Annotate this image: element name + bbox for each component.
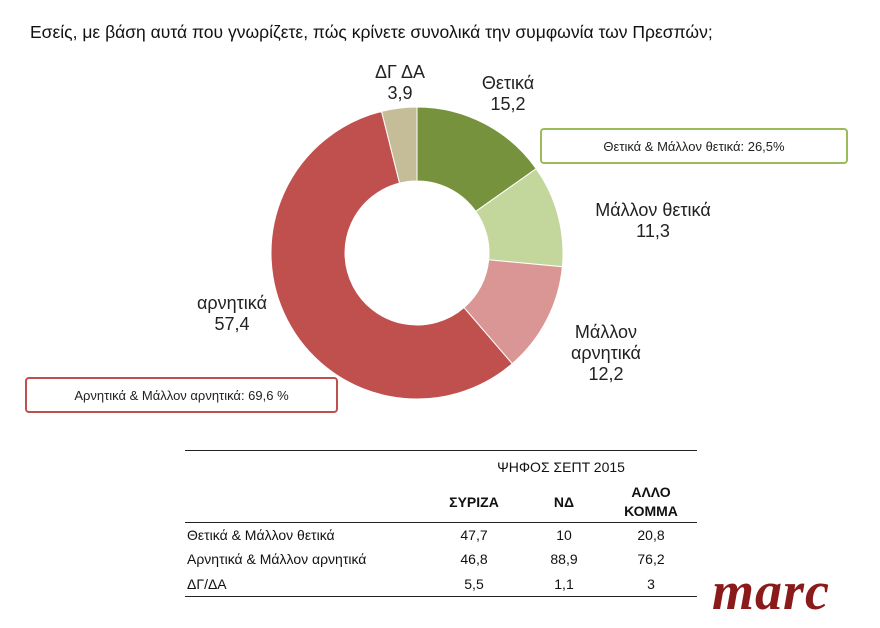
table-cell: 88,9: [550, 551, 578, 568]
slice-value: 11,3: [636, 221, 670, 241]
slice-value: 57,4: [214, 314, 250, 334]
slice-label: ΔΓ ΔΑ 3,9: [375, 62, 425, 104]
annotation-box: Αρνητικά & Μάλλον αρνητικά: 69,6 %: [25, 377, 338, 413]
row-label: ΔΓ/ΔΑ: [187, 575, 227, 592]
slice-category: Θετικά: [481, 73, 535, 93]
slice-label: Μάλλον θετικά 11,3: [595, 200, 710, 242]
slice-value: 3,9: [387, 83, 413, 103]
table-cell: 47,7: [460, 527, 488, 543]
slice-value: 12,2: [588, 364, 624, 384]
table-cell: 5,5: [464, 575, 484, 592]
slice-category: αρνητικά: [197, 293, 267, 313]
table-cell: 3: [647, 575, 655, 592]
table-group-header: ΨΗΦΟΣ ΣΕΠΤ 2015: [497, 458, 625, 475]
column-header: ΝΔ: [553, 494, 575, 511]
slice-category: ΔΓ ΔΑ: [375, 62, 425, 82]
table: ΨΗΦΟΣ ΣΕΠΤ 2015 ΣΥΡΙΖΑ ΝΔ ΑΛΛΟ ΚΟΜΜΑ Θετ…: [185, 450, 698, 597]
slice-value: 15,2: [490, 94, 526, 114]
table-cell: 46,8: [460, 551, 488, 568]
table-cell: 1,1: [554, 575, 574, 592]
table-cell: 20,8: [637, 527, 665, 543]
column-header: ΣΥΡΙΖΑ: [449, 494, 499, 511]
slice-category: Μάλλον αρνητικά: [571, 322, 641, 363]
table-row: ΔΓ/ΔΑ 5,5 1,1 3: [185, 572, 697, 597]
slice-label: αρνητικά 57,4: [197, 293, 267, 335]
column-header: ΑΛΛΟ ΚΟΜΜΑ: [624, 484, 678, 520]
table-cell: 10: [556, 527, 572, 543]
table-row: Θετικά & Μάλλον θετικά 47,7 10 20,8: [185, 523, 697, 548]
donut-slice: [380, 106, 418, 184]
row-label: Θετικά & Μάλλον θετικά: [187, 527, 335, 543]
slice-category: Μάλλον θετικά: [595, 200, 711, 220]
table-row: Αρνητικά & Μάλλον αρνητικά 46,8 88,9 76,2: [185, 547, 697, 572]
annotation-box: Θετικά & Μάλλον θετικά: 26,5%: [540, 128, 848, 164]
slice-label: Θετικά 15,2: [482, 73, 534, 115]
slice-label: Μάλλον αρνητικά 12,2: [556, 322, 656, 385]
donut-slice: [270, 110, 513, 400]
chart-title: Εσείς, με βάση αυτά που γνωρίζετε, πώς κ…: [30, 22, 713, 42]
table-cell: 76,2: [637, 551, 665, 568]
logo: marc: [712, 561, 830, 621]
row-label: Αρνητικά & Μάλλον αρνητικά: [187, 551, 367, 568]
